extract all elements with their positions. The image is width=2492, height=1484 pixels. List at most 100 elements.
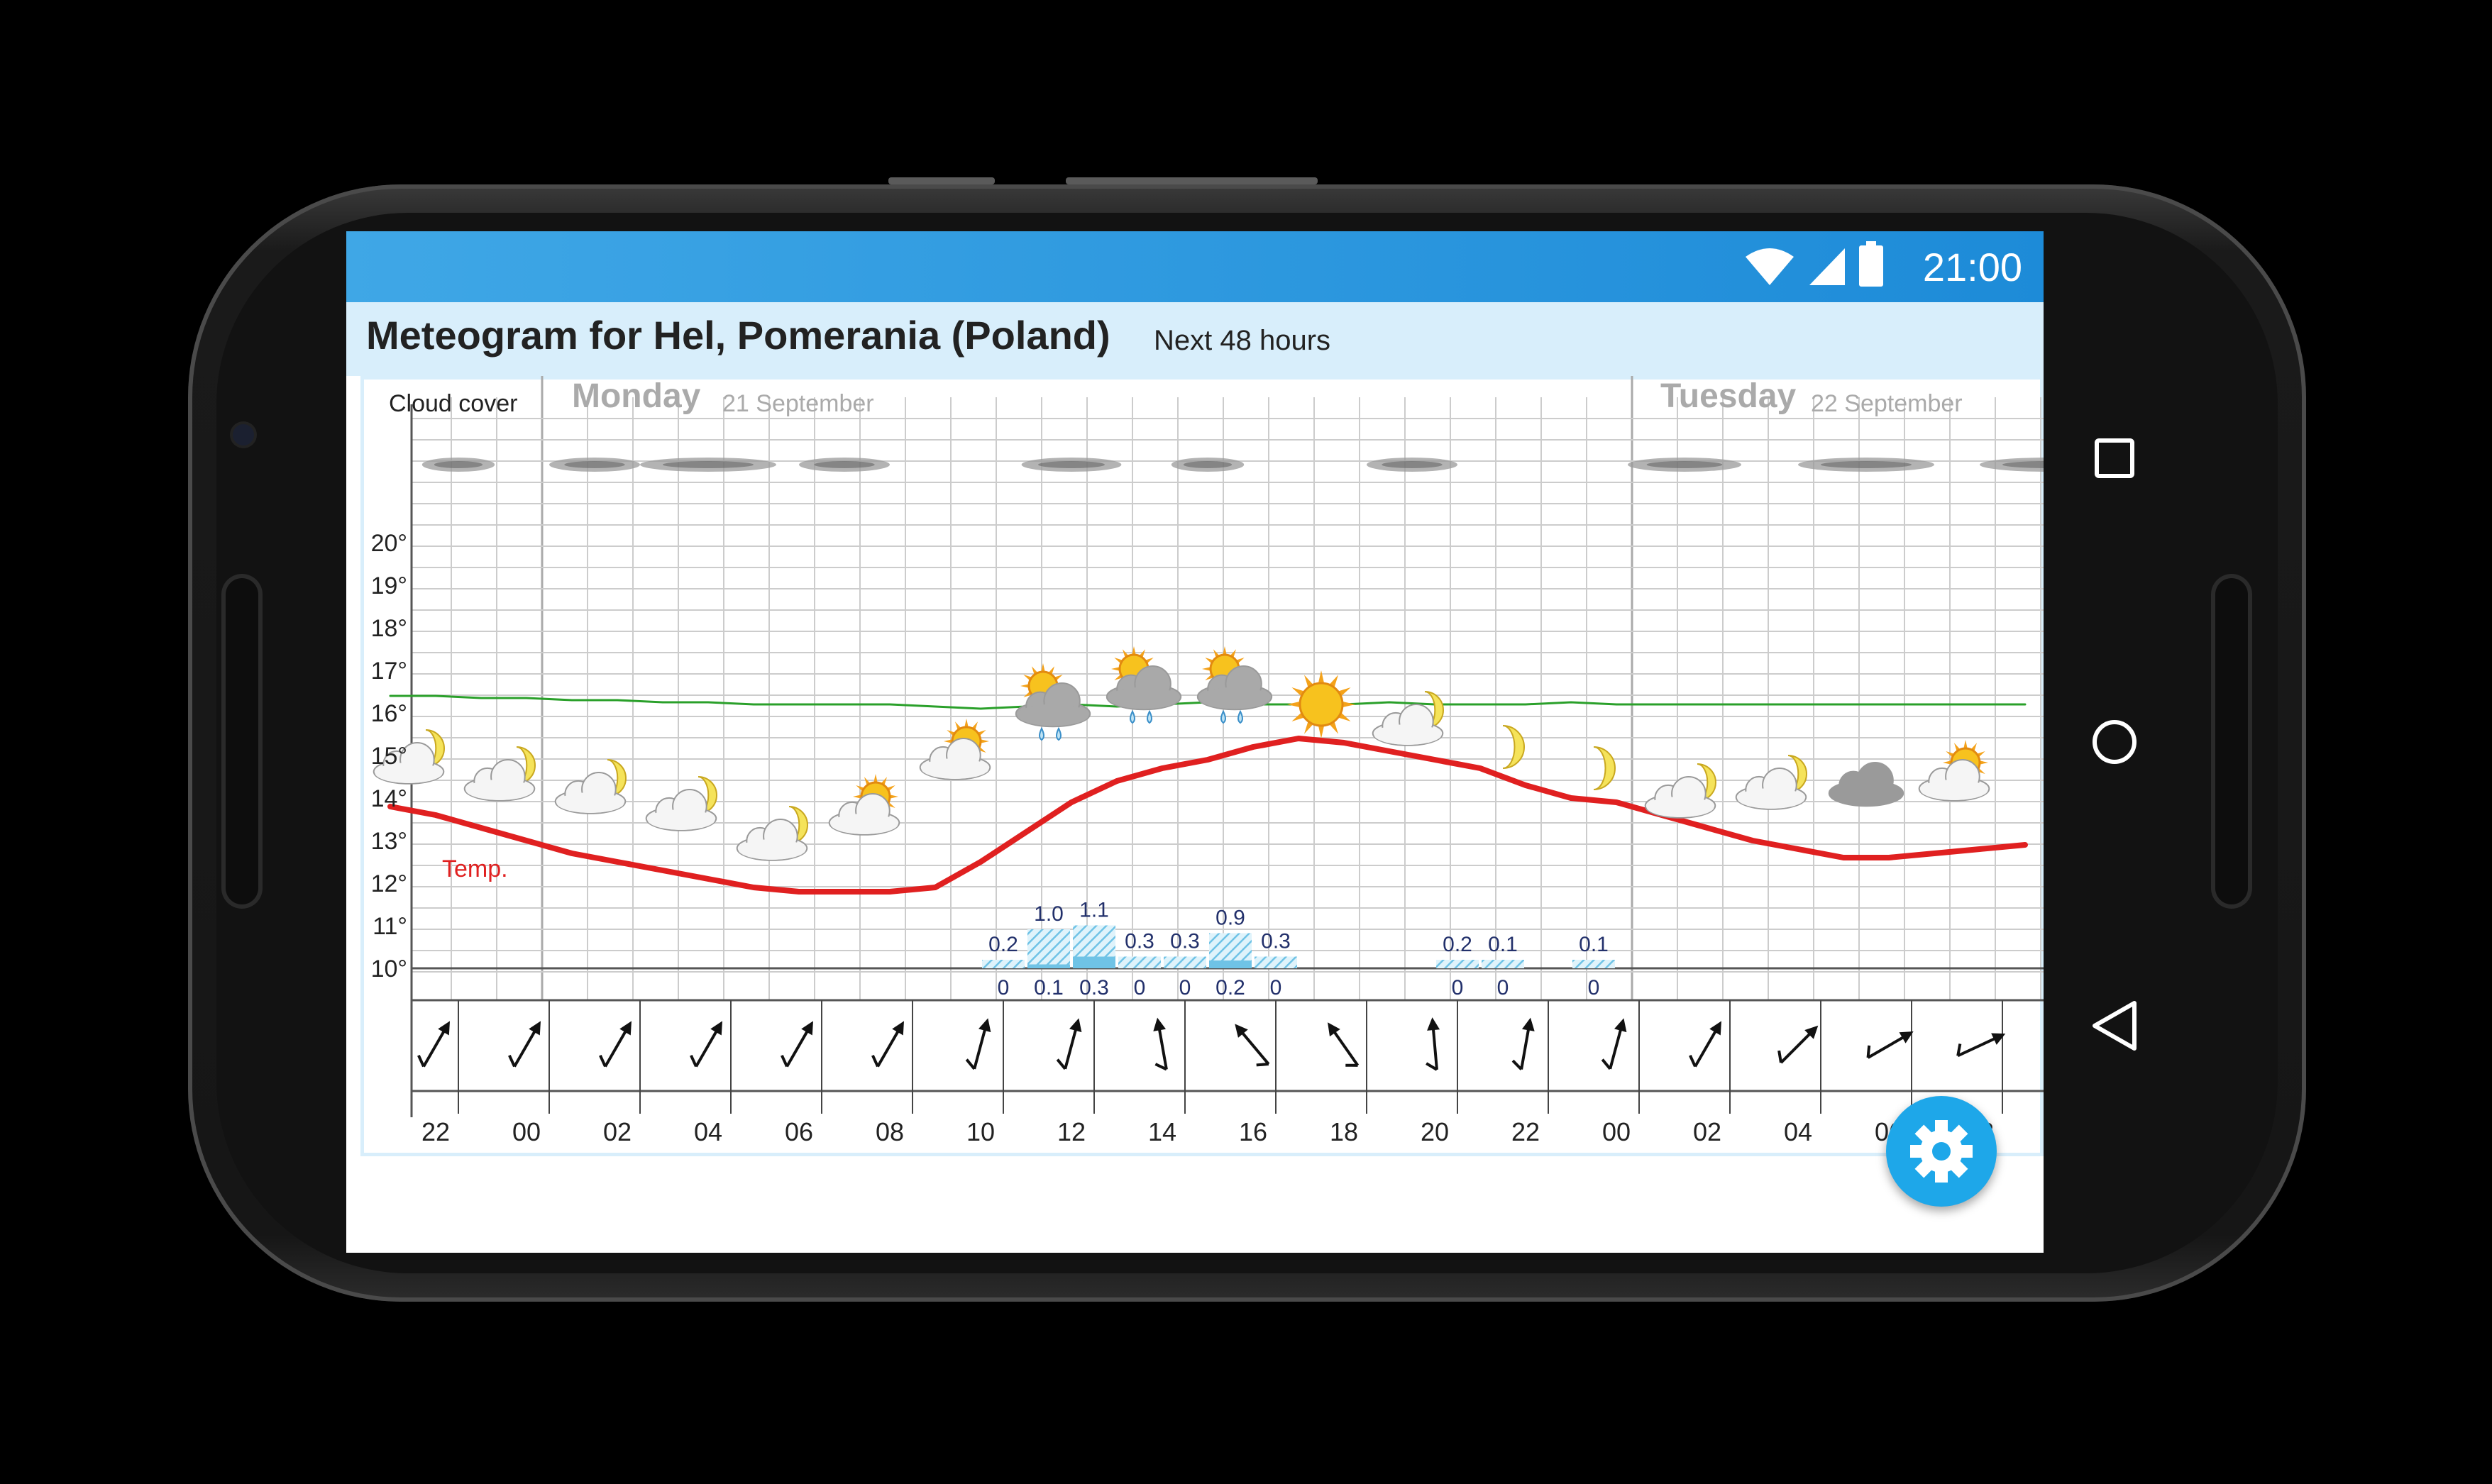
x-tick-label: 12	[1057, 1117, 1086, 1146]
wind-barb	[599, 1054, 607, 1068]
wind-barb	[1154, 1063, 1167, 1071]
wind-head	[1328, 1022, 1340, 1037]
wind-barb	[1256, 1063, 1269, 1067]
sun-ray	[1287, 701, 1303, 708]
front-camera	[233, 424, 254, 445]
precip-min-value: 0	[1497, 976, 1509, 1000]
x-tick-label: 16	[1239, 1117, 1267, 1146]
sun-ray	[1340, 701, 1355, 708]
precip-value: 0.1	[1579, 933, 1609, 956]
precip-value: 1.0	[1034, 902, 1064, 926]
cloud-fill	[1198, 687, 1271, 709]
x-tick-label: 02	[603, 1117, 632, 1146]
title-bar: Meteogram for Hel, Pomerania (Poland) Ne…	[346, 302, 2044, 376]
precipitation-bars: 0.2 0 1.0 0.1 1.1 0.3 0.3 0 0.3 0 0.9 0.2 0.3 0 0.2 0 0.…	[982, 899, 1615, 1000]
wind-head	[1709, 1021, 1721, 1036]
wind-head	[1899, 1031, 1914, 1043]
sun-ray	[1318, 723, 1325, 738]
wind-arrow	[690, 1021, 722, 1068]
precip-value: 1.1	[1079, 899, 1109, 922]
precip-min-value: 0	[1179, 976, 1191, 1000]
meteogram-chart: 0.2 0 1.0 0.1 1.1 0.3 0.3 0 0.3 0 0.9 0.2 0.3 0 0.2 0 0.…	[360, 376, 2044, 1156]
wind-head	[1427, 1017, 1440, 1031]
cloud-cover-core	[434, 461, 483, 468]
precip-min-value: 0	[1452, 976, 1464, 1000]
precip-value: 0.3	[1170, 930, 1200, 953]
weather-symbol-moon-cloud	[645, 776, 717, 831]
precip-value: 0.3	[1261, 930, 1291, 953]
cloud-cover-core	[663, 461, 754, 468]
precip-bar	[1572, 960, 1615, 968]
temperature-line	[387, 736, 2028, 895]
wind-arrow	[1866, 1031, 1914, 1059]
moon-shape	[1502, 725, 1525, 769]
cloud-fill	[830, 814, 898, 834]
wind-head	[801, 1021, 813, 1036]
chart-labels: Cloud cover Temp. Monday 21 September Tu…	[389, 377, 1963, 882]
cloud-fill	[1374, 724, 1442, 745]
back-button[interactable]	[2044, 969, 2185, 1082]
x-tick-label: 22	[1511, 1117, 1540, 1146]
rain-drop	[1056, 726, 1062, 741]
weather-symbol-sun-rain	[1015, 663, 1091, 741]
cloud-fill	[1646, 797, 1714, 817]
wind-head	[1991, 1033, 2006, 1045]
wind-barb	[1426, 1062, 1438, 1071]
x-tick-label: 18	[1330, 1117, 1358, 1146]
wind-head	[1521, 1017, 1535, 1031]
wind-arrow	[417, 1021, 450, 1068]
cloud-cover-core	[1038, 461, 1105, 468]
home-button[interactable]	[2044, 685, 2185, 799]
rain-drop	[1039, 726, 1044, 741]
y-tick-label: 10°	[371, 956, 407, 982]
y-tick-label: 13°	[371, 828, 407, 855]
page-title: Meteogram for Hel, Pomerania (Poland)	[366, 313, 1110, 358]
page-subtitle: Next 48 hours	[1154, 325, 1331, 356]
x-tick-label: 00	[1602, 1117, 1631, 1146]
weather-symbol-moon	[1502, 725, 1525, 769]
wind-arrow	[1601, 1018, 1627, 1070]
wind-barb	[781, 1054, 788, 1068]
rain-drop	[1147, 709, 1152, 724]
precip-value: 0.2	[988, 933, 1018, 956]
triangle-back-icon	[2093, 1001, 2137, 1051]
precip-bar	[982, 960, 1025, 968]
wind-arrow	[1235, 1024, 1270, 1067]
wind-arrow	[871, 1021, 904, 1068]
x-tick-label: 06	[785, 1117, 813, 1146]
precip-value: 0.2	[1443, 933, 1472, 956]
precip-bar-min	[1209, 960, 1252, 968]
moon-shape	[1593, 746, 1616, 790]
cloud-fill	[1108, 687, 1180, 709]
wind-head	[978, 1018, 991, 1033]
recents-button[interactable]	[2044, 402, 2185, 515]
cloud-cover-label: Cloud cover	[389, 390, 517, 417]
wind-arrow	[508, 1021, 541, 1068]
cloud-cover-core	[2002, 461, 2044, 468]
circle-icon	[2093, 720, 2137, 764]
wind-barb	[965, 1058, 976, 1070]
cloud-cover-core	[564, 461, 625, 468]
content-bottom	[346, 1156, 2044, 1253]
wind-arrow	[1056, 1018, 1082, 1070]
settings-button[interactable]	[1886, 1096, 1997, 1207]
rain-drop	[1220, 709, 1226, 724]
navigation-bar	[2044, 231, 2185, 1253]
x-axis-ticks: 220002040608101214161820220002040608	[421, 1117, 1994, 1146]
wind-barb	[508, 1054, 516, 1068]
wind-arrow	[1328, 1022, 1360, 1067]
y-tick-label: 20°	[371, 530, 407, 557]
cloud-fill	[738, 839, 806, 860]
day-name-monday: Monday	[572, 377, 701, 415]
wind-head	[1069, 1018, 1082, 1033]
day-date-monday: 21 September	[722, 390, 874, 417]
precip-min-value: 0	[1270, 976, 1282, 1000]
precip-min-value: 0.3	[1079, 976, 1109, 1000]
wind-arrow	[965, 1018, 991, 1070]
y-tick-label: 18°	[371, 615, 407, 642]
weather-symbol-cloud	[1828, 762, 1904, 807]
x-tick-label: 04	[694, 1117, 722, 1146]
weather-symbol-sun	[1287, 670, 1355, 738]
wind-barb	[1511, 1059, 1523, 1070]
x-tick-label: 10	[966, 1117, 995, 1146]
